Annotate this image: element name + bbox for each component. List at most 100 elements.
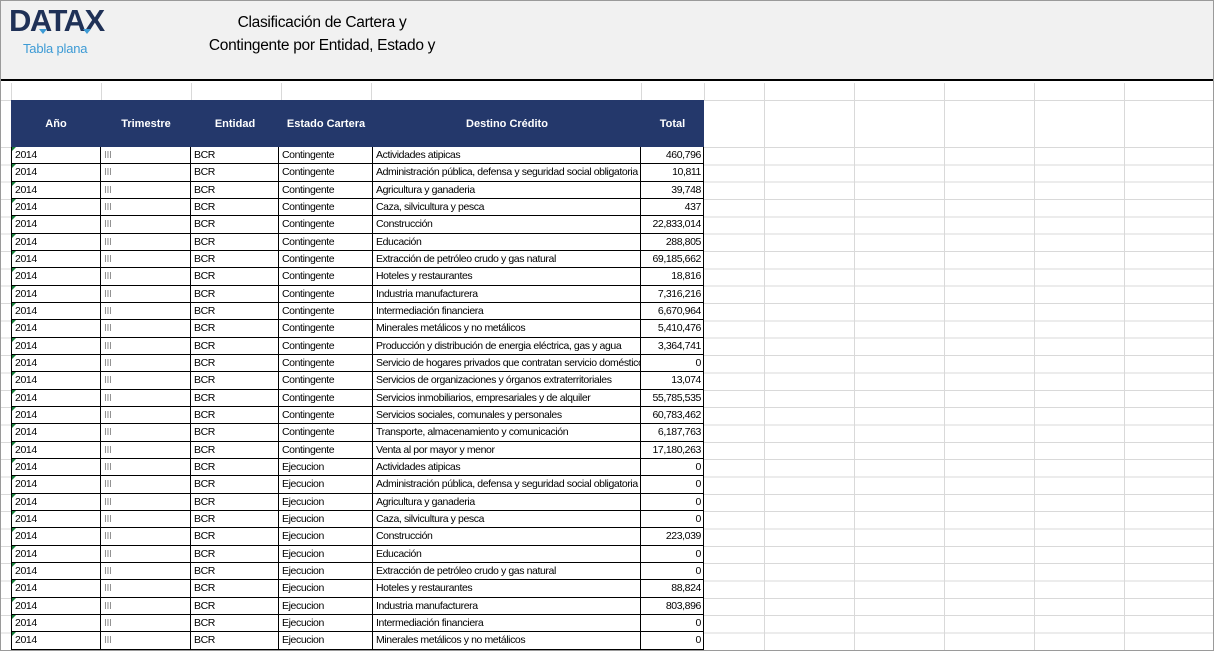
cell-total[interactable]: 10,811	[672, 166, 701, 179]
cell-year[interactable]: 2014	[12, 424, 101, 441]
cell-total[interactable]: 55,785,535	[652, 391, 701, 404]
cell-total[interactable]: 803,896	[665, 599, 702, 612]
cell-year[interactable]: 2014	[12, 528, 101, 545]
cell-quarter[interactable]: III	[101, 614, 191, 632]
cell-entity[interactable]: BCR	[191, 424, 279, 441]
cell-entity[interactable]: BCR	[191, 285, 279, 302]
cell-destination[interactable]: Intermediación financiera	[373, 302, 641, 320]
cell-quarter[interactable]: III	[101, 198, 191, 216]
cell-year[interactable]: 2014	[12, 147, 101, 164]
cell-year[interactable]: 2014	[12, 216, 101, 233]
cell-quarter[interactable]: III	[101, 476, 191, 493]
cell-state[interactable]: Ejecucion	[279, 476, 373, 493]
cell-year[interactable]: 2014	[12, 458, 101, 476]
cell-destination[interactable]: Producción y distribución de energia elé…	[373, 337, 641, 354]
cell-destination[interactable]: Venta al por mayor y menor	[373, 441, 641, 458]
cell-state[interactable]: Contingente	[279, 354, 373, 372]
cell-destination[interactable]: Minerales metálicos y no metálicos	[373, 320, 641, 337]
cell-entity[interactable]: BCR	[191, 268, 279, 285]
cell-total[interactable]: 22,833,014	[652, 218, 701, 231]
cell-year[interactable]: 2014	[12, 337, 101, 354]
cell-year[interactable]: 2014	[12, 562, 101, 580]
cell-destination[interactable]: Extracción de petróleo crudo y gas natur…	[373, 250, 641, 268]
cell-year[interactable]: 2014	[12, 632, 101, 649]
cell-total[interactable]: 0	[695, 356, 702, 369]
cell-year[interactable]: 2014	[12, 181, 101, 198]
cell-quarter[interactable]: III	[101, 268, 191, 285]
cell-total[interactable]: 69,185,662	[652, 252, 701, 265]
cell-destination[interactable]: Servicios de organizaciones y órganos ex…	[373, 372, 641, 389]
cell-entity[interactable]: BCR	[191, 233, 279, 250]
cell-destination[interactable]: Construcción	[373, 528, 641, 545]
cell-state[interactable]: Ejecucion	[279, 580, 373, 597]
cell-state[interactable]: Ejecucion	[279, 545, 373, 562]
header-total[interactable]: Total	[659, 117, 686, 130]
cell-destination[interactable]: Construcción	[373, 216, 641, 233]
cell-entity[interactable]: BCR	[191, 441, 279, 458]
cell-entity[interactable]: BCR	[191, 632, 279, 649]
cell-entity[interactable]: BCR	[191, 164, 279, 181]
cell-state[interactable]: Contingente	[279, 320, 373, 337]
cell-quarter[interactable]: III	[101, 510, 191, 528]
cell-total[interactable]: 0	[695, 512, 702, 525]
cell-quarter[interactable]: III	[101, 302, 191, 320]
cell-year[interactable]: 2014	[12, 164, 101, 181]
cell-total[interactable]: 0	[695, 547, 702, 560]
cell-year[interactable]: 2014	[12, 597, 101, 614]
cell-total[interactable]: 7,316,216	[657, 287, 702, 300]
cell-quarter[interactable]: III	[101, 632, 191, 649]
cell-quarter[interactable]: III	[101, 250, 191, 268]
header-quarter[interactable]: Trimestre	[121, 117, 171, 130]
cell-entity[interactable]: BCR	[191, 198, 279, 216]
header-entity[interactable]: Entidad	[214, 117, 256, 130]
cell-state[interactable]: Contingente	[279, 389, 373, 406]
cell-entity[interactable]: BCR	[191, 476, 279, 493]
cell-state[interactable]: Ejecucion	[279, 493, 373, 510]
cell-quarter[interactable]: III	[101, 233, 191, 250]
cell-entity[interactable]: BCR	[191, 389, 279, 406]
cell-state[interactable]: Contingente	[279, 233, 373, 250]
cell-quarter[interactable]: III	[101, 458, 191, 476]
cell-destination[interactable]: Servicios inmobiliarios, empresariales y…	[373, 389, 641, 406]
cell-quarter[interactable]: III	[101, 372, 191, 389]
cell-quarter[interactable]: III	[101, 580, 191, 597]
cell-destination[interactable]: Actividades atipicas	[373, 147, 641, 164]
cell-destination[interactable]: Caza, silvicultura y pesca	[373, 198, 641, 216]
cell-destination[interactable]: Intermediación financiera	[373, 614, 641, 632]
cell-destination[interactable]: Servicios sociales, comunales y personal…	[373, 406, 641, 424]
cell-year[interactable]: 2014	[12, 233, 101, 250]
cell-destination[interactable]: Minerales metálicos y no metálicos	[373, 632, 641, 649]
cell-entity[interactable]: BCR	[191, 510, 279, 528]
cell-quarter[interactable]: III	[101, 406, 191, 424]
cell-destination[interactable]: Agricultura y ganaderia	[373, 181, 641, 198]
cell-destination[interactable]: Extracción de petróleo crudo y gas natur…	[373, 562, 641, 580]
cell-entity[interactable]: BCR	[191, 354, 279, 372]
cell-total[interactable]: 0	[695, 634, 702, 647]
cell-total[interactable]: 39,748	[671, 183, 701, 196]
cell-quarter[interactable]: III	[101, 389, 191, 406]
cell-state[interactable]: Contingente	[279, 285, 373, 302]
cell-state[interactable]: Contingente	[279, 268, 373, 285]
cell-quarter[interactable]: III	[101, 354, 191, 372]
cell-year[interactable]: 2014	[12, 250, 101, 268]
cell-state[interactable]: Contingente	[279, 424, 373, 441]
cell-state[interactable]: Contingente	[279, 441, 373, 458]
cell-destination[interactable]: Administración pública, defensa y seguri…	[373, 164, 641, 181]
cell-state[interactable]: Ejecucion	[279, 562, 373, 580]
cell-quarter[interactable]: III	[101, 493, 191, 510]
cell-entity[interactable]: BCR	[191, 216, 279, 233]
cell-destination[interactable]: Hoteles y restaurantes	[373, 268, 641, 285]
cell-quarter[interactable]: III	[101, 441, 191, 458]
cell-quarter[interactable]: III	[101, 164, 191, 181]
header-destination[interactable]: Destino Crédito	[466, 117, 548, 130]
cell-quarter[interactable]: III	[101, 216, 191, 233]
cell-state[interactable]: Contingente	[279, 198, 373, 216]
cell-year[interactable]: 2014	[12, 441, 101, 458]
cell-state[interactable]: Contingente	[279, 406, 373, 424]
cell-total[interactable]: 0	[695, 460, 702, 473]
cell-year[interactable]: 2014	[12, 268, 101, 285]
cell-state[interactable]: Contingente	[279, 147, 373, 164]
cell-entity[interactable]: BCR	[191, 302, 279, 320]
cell-state[interactable]: Ejecucion	[279, 528, 373, 545]
cell-quarter[interactable]: III	[101, 528, 191, 545]
